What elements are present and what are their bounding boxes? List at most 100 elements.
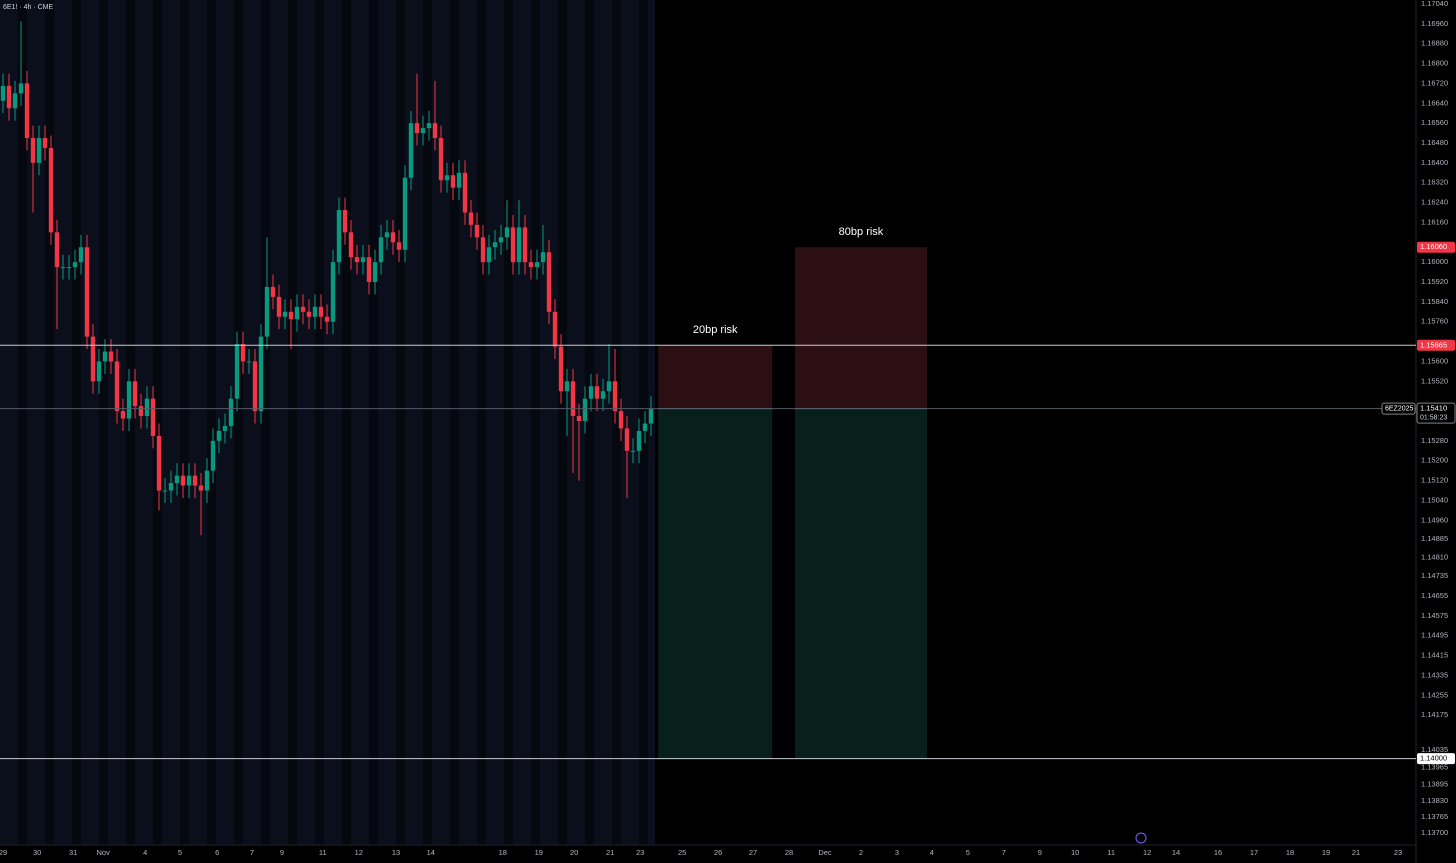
candle-body (66, 267, 72, 269)
candle-body (306, 311, 312, 317)
countdown: 01:58:23 (1420, 414, 1447, 421)
target-zone (658, 408, 773, 759)
y-tick-label: 1.14495 (1421, 631, 1448, 640)
x-tick-label: 9 (280, 848, 284, 857)
x-tick-label: 14 (1172, 848, 1180, 857)
x-tick-label: 28 (785, 848, 793, 857)
candle-body (102, 351, 108, 362)
x-tick-label: 12 (355, 848, 363, 857)
x-tick-label: 30 (33, 848, 41, 857)
x-tick-label: 31 (69, 848, 77, 857)
y-tick-label: 1.14035 (1421, 745, 1448, 754)
candle-body (618, 411, 624, 429)
x-tick-label: 5 (178, 848, 182, 857)
x-tick-label: 12 (1143, 848, 1151, 857)
x-tick-label: 16 (1214, 848, 1222, 857)
candle-body (138, 406, 144, 417)
symbol-box (1381, 402, 1416, 415)
y-tick-label: 1.14960 (1421, 515, 1448, 524)
candle-body (336, 210, 342, 263)
candle-body (354, 257, 360, 263)
x-tick-label: Nov (97, 848, 111, 857)
candle-body (636, 430, 642, 451)
y-tick-label: 1.14335 (1421, 670, 1448, 679)
y-tick-label: 1.13700 (1421, 828, 1448, 837)
candle-body (492, 242, 498, 248)
candle-body (558, 346, 564, 392)
candle-body (150, 398, 156, 436)
candle-body (576, 416, 582, 422)
y-tick-label: 1.16800 (1421, 59, 1448, 68)
candle-body (120, 411, 126, 419)
x-tick-label: 9 (1038, 848, 1042, 857)
go-to-realtime[interactable] (1135, 832, 1147, 844)
y-tick-label: 1.16480 (1421, 138, 1448, 147)
candle-body (408, 123, 414, 178)
y-tick-label: 1.14655 (1421, 591, 1448, 600)
candle-body (6, 85, 12, 109)
x-tick-label: 27 (749, 848, 757, 857)
price-label-box (1417, 753, 1455, 765)
position-label: 20bp risk (693, 324, 738, 336)
x-tick-label: 23 (1394, 848, 1402, 857)
y-tick-label: 1.13895 (1421, 780, 1448, 789)
candle-body (132, 381, 138, 407)
x-tick-label: 10 (1071, 848, 1079, 857)
y-tick-label: 1.14255 (1421, 690, 1448, 699)
x-tick-label: 11 (1107, 848, 1115, 857)
candle-body (288, 311, 294, 320)
y-tick-label: 1.14735 (1421, 571, 1448, 580)
candle-body (54, 232, 60, 268)
candle-body (348, 232, 354, 258)
x-tick-label: 21 (606, 848, 614, 857)
x-tick-label: 3 (895, 848, 899, 857)
candle-body (342, 210, 348, 233)
candle-body (564, 381, 570, 392)
x-tick-label: 23 (636, 848, 644, 857)
candle-body (486, 247, 492, 263)
candle-body (228, 398, 234, 426)
candle-body (90, 336, 96, 382)
candle-body (366, 257, 372, 282)
candle-body (84, 247, 90, 337)
x-tick-label: 19 (535, 848, 543, 857)
candle-body (414, 123, 420, 134)
y-tick-label: 1.14415 (1421, 651, 1448, 660)
x-tick-label: 4 (930, 848, 934, 857)
candle-body (372, 262, 378, 282)
y-tick-label: 1.16240 (1421, 198, 1448, 207)
candle-body (252, 361, 258, 412)
candle-body (480, 237, 486, 263)
candle-body (312, 306, 318, 317)
candle-body (48, 147, 54, 233)
candle-body (360, 257, 366, 263)
candle-body (540, 252, 546, 263)
candle-body (402, 177, 408, 250)
candle-body (72, 262, 78, 268)
x-tick-label: 4 (143, 848, 147, 857)
candle-body (438, 138, 444, 181)
x-tick-label: 18 (499, 848, 507, 857)
y-tick-label: 1.16320 (1421, 178, 1448, 187)
x-tick-label: 29 (0, 848, 7, 857)
candle-body (504, 227, 510, 238)
candle-body (600, 391, 606, 399)
y-tick-label: 1.13765 (1421, 812, 1448, 821)
candle-body (594, 386, 600, 399)
candle-body (234, 344, 240, 399)
x-tick-label: 18 (1286, 848, 1294, 857)
candle-body (114, 361, 120, 412)
candle-body (42, 138, 48, 148)
y-tick-label: 1.13830 (1421, 796, 1448, 805)
candle-body (264, 286, 270, 337)
y-tick-label: 1.16000 (1421, 257, 1448, 266)
y-tick-label: 1.14810 (1421, 553, 1448, 562)
candle-body (126, 381, 132, 419)
x-tick-label: 17 (1250, 848, 1258, 857)
candle-body (528, 262, 534, 268)
y-tick-label: 1.15120 (1421, 476, 1448, 485)
candle-body (276, 296, 282, 317)
candle-body (18, 83, 24, 94)
candle-body (588, 386, 594, 399)
